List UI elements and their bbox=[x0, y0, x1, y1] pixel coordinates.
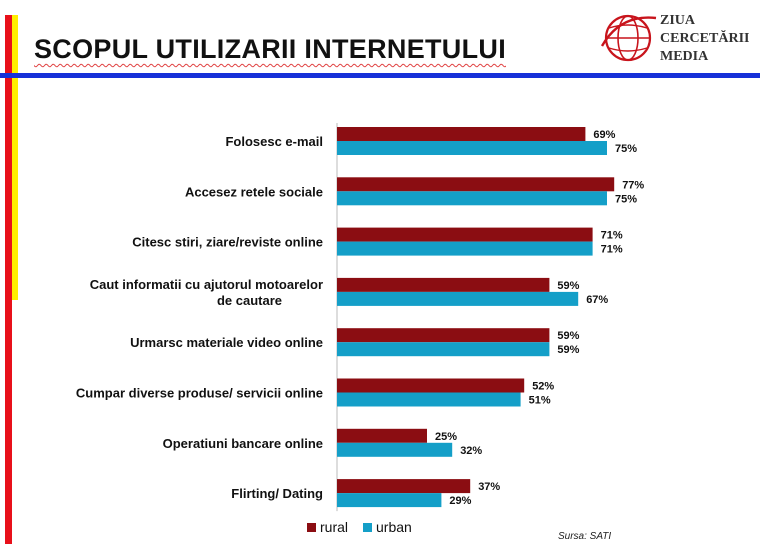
globe-logo-icon bbox=[600, 14, 657, 62]
data-label-rural: 25% bbox=[435, 431, 457, 443]
category-label: Cumpar diverse produse/ servicii online bbox=[76, 386, 323, 401]
bar-urban bbox=[337, 241, 593, 256]
data-label-urban: 67% bbox=[586, 294, 608, 306]
bar-urban bbox=[337, 291, 579, 306]
data-label-rural: 71% bbox=[601, 230, 623, 242]
logo-wordmark: ZIUA CERCETĂRII MEDIA bbox=[660, 12, 749, 66]
data-label-urban: 71% bbox=[601, 244, 623, 256]
legend-swatch-urban bbox=[363, 523, 372, 532]
accent-yellow-bar bbox=[12, 15, 18, 300]
bar-rural bbox=[337, 127, 586, 141]
data-label-urban: 32% bbox=[460, 445, 482, 457]
category-label: Folosesc e-mail bbox=[225, 134, 323, 149]
data-label-urban: 29% bbox=[449, 495, 471, 507]
bar-rural bbox=[337, 479, 471, 494]
logo-line-2: CERCETĂRII bbox=[660, 31, 750, 46]
bar-rural bbox=[337, 227, 593, 242]
ziua-cercetarii-media-logo: ZIUA CERCETĂRII MEDIA bbox=[600, 8, 760, 68]
bar-urban bbox=[337, 342, 550, 357]
legend-swatch-rural bbox=[307, 523, 316, 532]
bar-urban bbox=[337, 392, 521, 407]
category-label: Accesez retele sociale bbox=[185, 184, 323, 199]
category-label: Flirting/ Dating bbox=[231, 486, 323, 501]
accent-red-bar bbox=[5, 15, 12, 544]
bar-rural bbox=[337, 328, 550, 343]
data-label-rural: 59% bbox=[557, 280, 579, 292]
data-label-rural: 37% bbox=[478, 481, 500, 493]
category-label: Urmarsc materiale video online bbox=[130, 335, 323, 350]
bar-rural bbox=[337, 277, 550, 292]
bar-rural bbox=[337, 177, 615, 192]
category-label: Citesc stiri, ziare/reviste online bbox=[132, 235, 323, 250]
bar-rural bbox=[337, 428, 427, 443]
logo-line-1: ZIUA bbox=[660, 13, 696, 28]
bar-urban bbox=[337, 442, 453, 457]
legend-label-urban: urban bbox=[376, 519, 412, 535]
data-label-urban: 75% bbox=[615, 143, 637, 155]
legend-label-rural: rural bbox=[320, 519, 348, 535]
logo-line-3: MEDIA bbox=[660, 49, 709, 64]
bar-rural bbox=[337, 378, 525, 393]
title-divider-line bbox=[0, 73, 760, 78]
data-label-urban: 75% bbox=[615, 193, 637, 205]
bar-urban bbox=[337, 141, 607, 155]
data-label-urban: 51% bbox=[529, 395, 551, 407]
data-label-rural: 52% bbox=[532, 381, 554, 393]
slide-title: SCOPUL UTILIZARII INTERNETULUI bbox=[34, 34, 506, 64]
bar-urban bbox=[337, 493, 442, 508]
data-label-urban: 59% bbox=[557, 344, 579, 356]
data-label-rural: 69% bbox=[593, 129, 615, 141]
data-label-rural: 59% bbox=[557, 330, 579, 342]
data-label-rural: 77% bbox=[622, 179, 644, 191]
category-label: Caut informatii cu ajutorul motoarelor de… bbox=[90, 277, 323, 308]
source-note: Sursa: SATI bbox=[558, 531, 612, 542]
category-label: Operatiuni bancare online bbox=[163, 436, 323, 451]
bar-urban bbox=[337, 191, 607, 206]
